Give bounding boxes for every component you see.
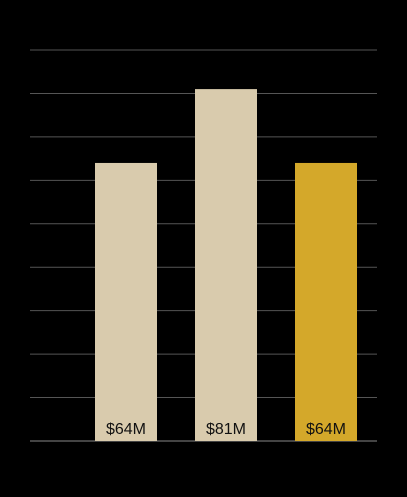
bar (95, 162, 157, 441)
value-label: $64M (106, 421, 146, 438)
bar (295, 162, 357, 441)
value-label: $64M (306, 421, 346, 438)
bar (195, 89, 257, 441)
value-label: $81M (206, 421, 246, 438)
